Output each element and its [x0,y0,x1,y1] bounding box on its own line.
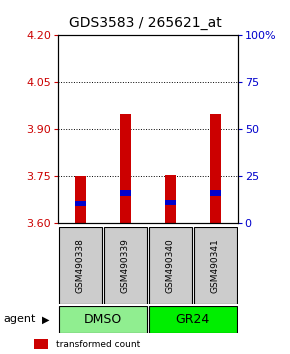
Bar [120,190,131,196]
Bar [194,227,237,304]
Text: transformed count: transformed count [56,339,140,349]
Text: GDS3583 / 265621_at: GDS3583 / 265621_at [69,16,221,30]
Bar [34,339,48,349]
Text: ▶: ▶ [42,314,50,325]
Bar [165,200,176,205]
Bar [210,114,221,223]
Text: GSM490340: GSM490340 [166,238,175,293]
Bar [165,175,176,223]
Text: DMSO: DMSO [84,313,122,326]
Bar [75,176,86,223]
Text: GR24: GR24 [176,313,210,326]
Bar [120,114,131,223]
Bar [59,227,102,304]
Bar [210,190,221,196]
Bar [75,200,86,206]
Bar [59,306,147,333]
Text: GSM490339: GSM490339 [121,238,130,293]
Text: agent: agent [3,314,35,325]
Bar [149,306,237,333]
Text: GSM490338: GSM490338 [76,238,85,293]
Bar [104,227,147,304]
Text: GSM490341: GSM490341 [211,238,220,293]
Bar [149,227,192,304]
